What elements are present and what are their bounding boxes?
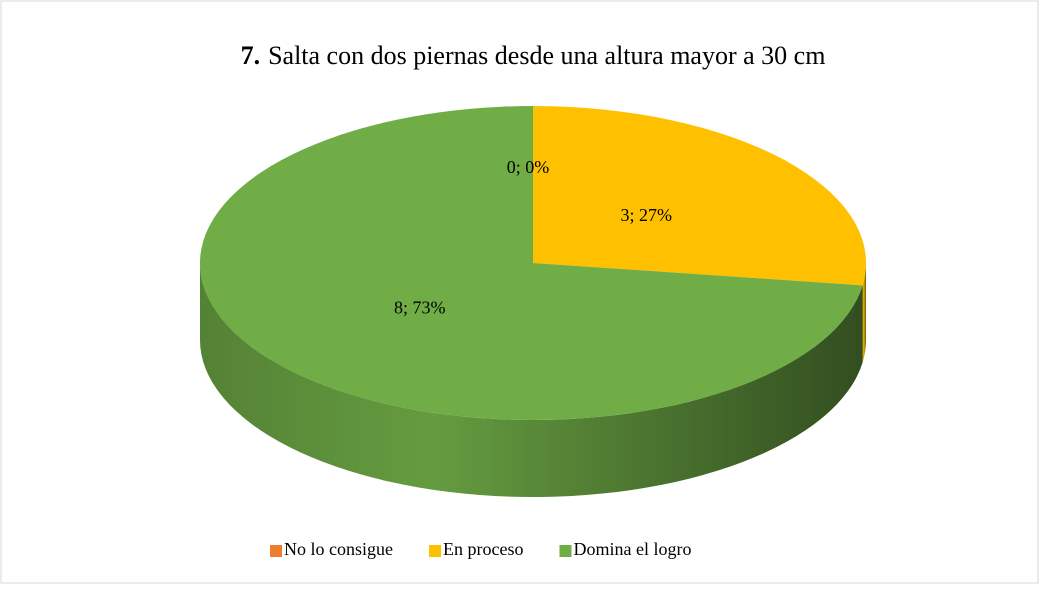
- slice-side-shade: [862, 263, 867, 363]
- legend-swatch: [428, 545, 441, 557]
- title-number: 7.: [241, 41, 261, 70]
- legend-swatch: [559, 545, 572, 557]
- slice: [533, 106, 866, 286]
- legend-label: En proceso: [443, 539, 523, 559]
- slice-side-shade: [199, 263, 863, 498]
- title-text: Salta con dos piernas desde una altura m…: [268, 41, 825, 70]
- data-label: 0; 0%: [507, 157, 550, 177]
- chart-title: 7. Salta con dos piernas desde una altura…: [241, 41, 826, 70]
- data-label: 3; 27%: [620, 205, 672, 225]
- legend-label: No lo consigue: [284, 539, 393, 559]
- legend-label: Domina el logro: [573, 539, 691, 559]
- legend-swatch: [270, 545, 282, 557]
- data-label: 8; 73%: [394, 297, 446, 317]
- slice: [199, 106, 863, 420]
